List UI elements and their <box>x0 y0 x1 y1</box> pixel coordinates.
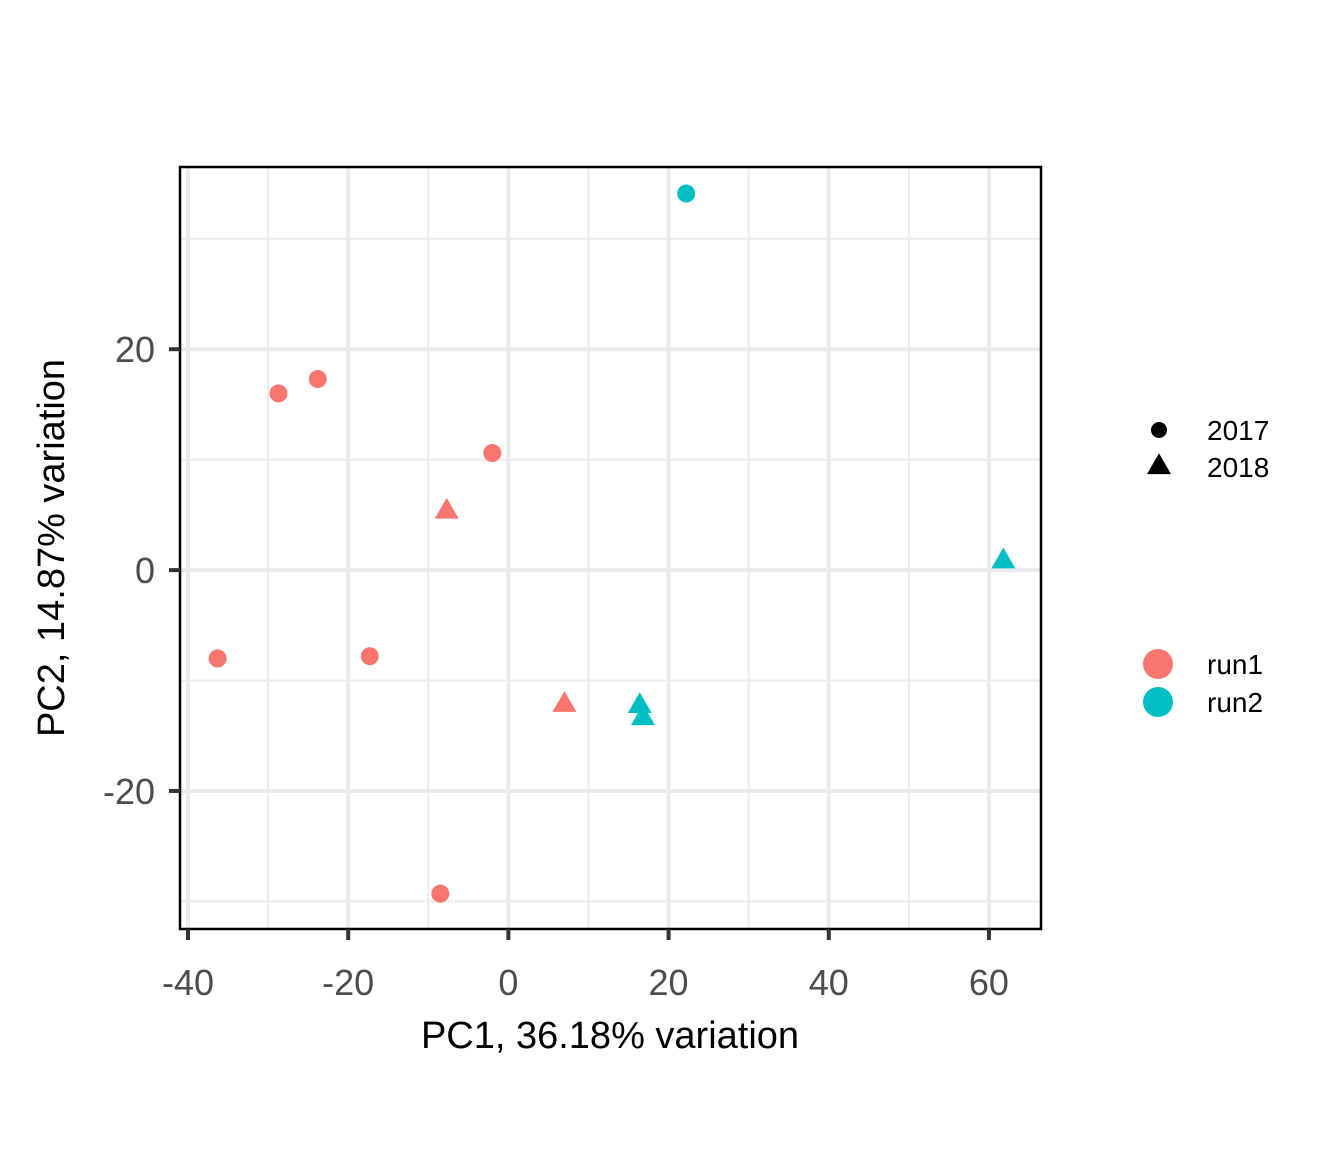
x-tick-label: 20 <box>649 962 689 1003</box>
data-point-circle-run2 <box>677 184 696 203</box>
x-tick-label: 60 <box>969 962 1009 1003</box>
color-legend: run1 run2 <box>1143 649 1263 718</box>
legend-triangle-icon <box>1147 453 1171 475</box>
x-tick-label: 40 <box>809 962 849 1003</box>
data-point-triangle-run2 <box>627 692 652 713</box>
data-point-circle-run1 <box>308 370 327 389</box>
color-legend-label: run1 <box>1207 649 1263 680</box>
x-tick-label: 0 <box>498 962 518 1003</box>
major-gridlines <box>180 167 1041 929</box>
data-point-circle-run1 <box>269 384 288 403</box>
shape-legend-label: 2018 <box>1207 452 1269 483</box>
legend-color-swatch-run2 <box>1143 687 1173 717</box>
legend-circle-icon <box>1151 422 1167 438</box>
color-legend-label: run2 <box>1207 687 1263 718</box>
minor-gridlines <box>180 167 1041 929</box>
y-tick-label: 0 <box>135 550 155 591</box>
data-point-circle-run1 <box>208 649 227 668</box>
shape-legend: 2017 2018 <box>1147 415 1269 483</box>
data-point-triangle-run2 <box>630 704 655 726</box>
y-tick-label: -20 <box>103 771 155 812</box>
data-point-triangle-run1 <box>434 497 459 519</box>
data-point-triangle-run1 <box>552 691 577 712</box>
y-axis-title: PC2, 14.87% variation <box>31 359 73 737</box>
data-points <box>208 184 1016 903</box>
y-axis-ticks: -20 0 20 <box>103 329 180 812</box>
data-point-circle-run1 <box>483 444 502 463</box>
shape-legend-label: 2017 <box>1207 415 1269 446</box>
x-tick-label: -40 <box>162 962 214 1003</box>
data-point-triangle-run2 <box>991 547 1016 569</box>
x-tick-label: -20 <box>322 962 374 1003</box>
legend-color-swatch-run1 <box>1143 649 1173 679</box>
data-point-circle-run1 <box>360 647 379 666</box>
data-point-circle-run1 <box>431 884 450 903</box>
y-tick-label: 20 <box>115 329 155 370</box>
plot-panel-border <box>178 165 1043 931</box>
x-axis-ticks: -40 -20 0 20 40 60 <box>162 929 1009 1003</box>
x-axis-title: PC1, 36.18% variation <box>421 1015 799 1057</box>
